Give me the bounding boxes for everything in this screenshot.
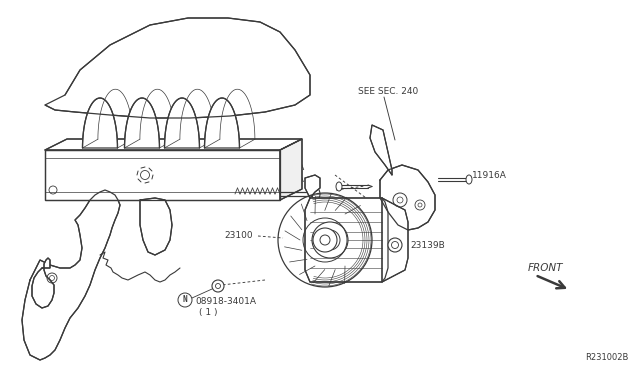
Polygon shape: [305, 198, 388, 282]
Polygon shape: [205, 98, 239, 148]
Circle shape: [388, 238, 402, 252]
Text: 11916AA: 11916AA: [264, 164, 305, 173]
Text: R231002B: R231002B: [584, 353, 628, 362]
Ellipse shape: [312, 188, 320, 200]
Polygon shape: [370, 125, 392, 175]
Polygon shape: [382, 198, 408, 282]
Polygon shape: [45, 139, 302, 150]
Circle shape: [312, 222, 348, 258]
Text: 23100: 23100: [225, 231, 253, 241]
Circle shape: [216, 283, 221, 289]
Circle shape: [212, 280, 224, 292]
Text: ( 1 ): ( 1 ): [199, 308, 218, 317]
Text: 08918-3401A: 08918-3401A: [195, 298, 256, 307]
Polygon shape: [140, 198, 172, 255]
Polygon shape: [45, 18, 310, 118]
Text: SEE SEC. 240: SEE SEC. 240: [358, 87, 419, 96]
Polygon shape: [380, 165, 435, 230]
Text: 23139B: 23139B: [410, 241, 445, 250]
Polygon shape: [83, 98, 118, 148]
Polygon shape: [32, 258, 54, 308]
Circle shape: [320, 230, 340, 250]
Polygon shape: [280, 139, 302, 200]
Circle shape: [392, 241, 399, 248]
Ellipse shape: [336, 182, 342, 191]
Polygon shape: [22, 190, 120, 360]
Text: N: N: [182, 295, 188, 305]
Text: 11916A: 11916A: [270, 176, 305, 185]
Text: 11916A: 11916A: [472, 171, 507, 180]
Text: FRONT: FRONT: [527, 263, 563, 273]
Circle shape: [313, 228, 337, 252]
Circle shape: [320, 235, 330, 245]
Circle shape: [325, 235, 335, 245]
Polygon shape: [305, 175, 320, 198]
Ellipse shape: [466, 175, 472, 184]
Polygon shape: [45, 150, 280, 200]
Polygon shape: [125, 98, 159, 148]
Polygon shape: [164, 98, 200, 148]
Circle shape: [178, 293, 192, 307]
